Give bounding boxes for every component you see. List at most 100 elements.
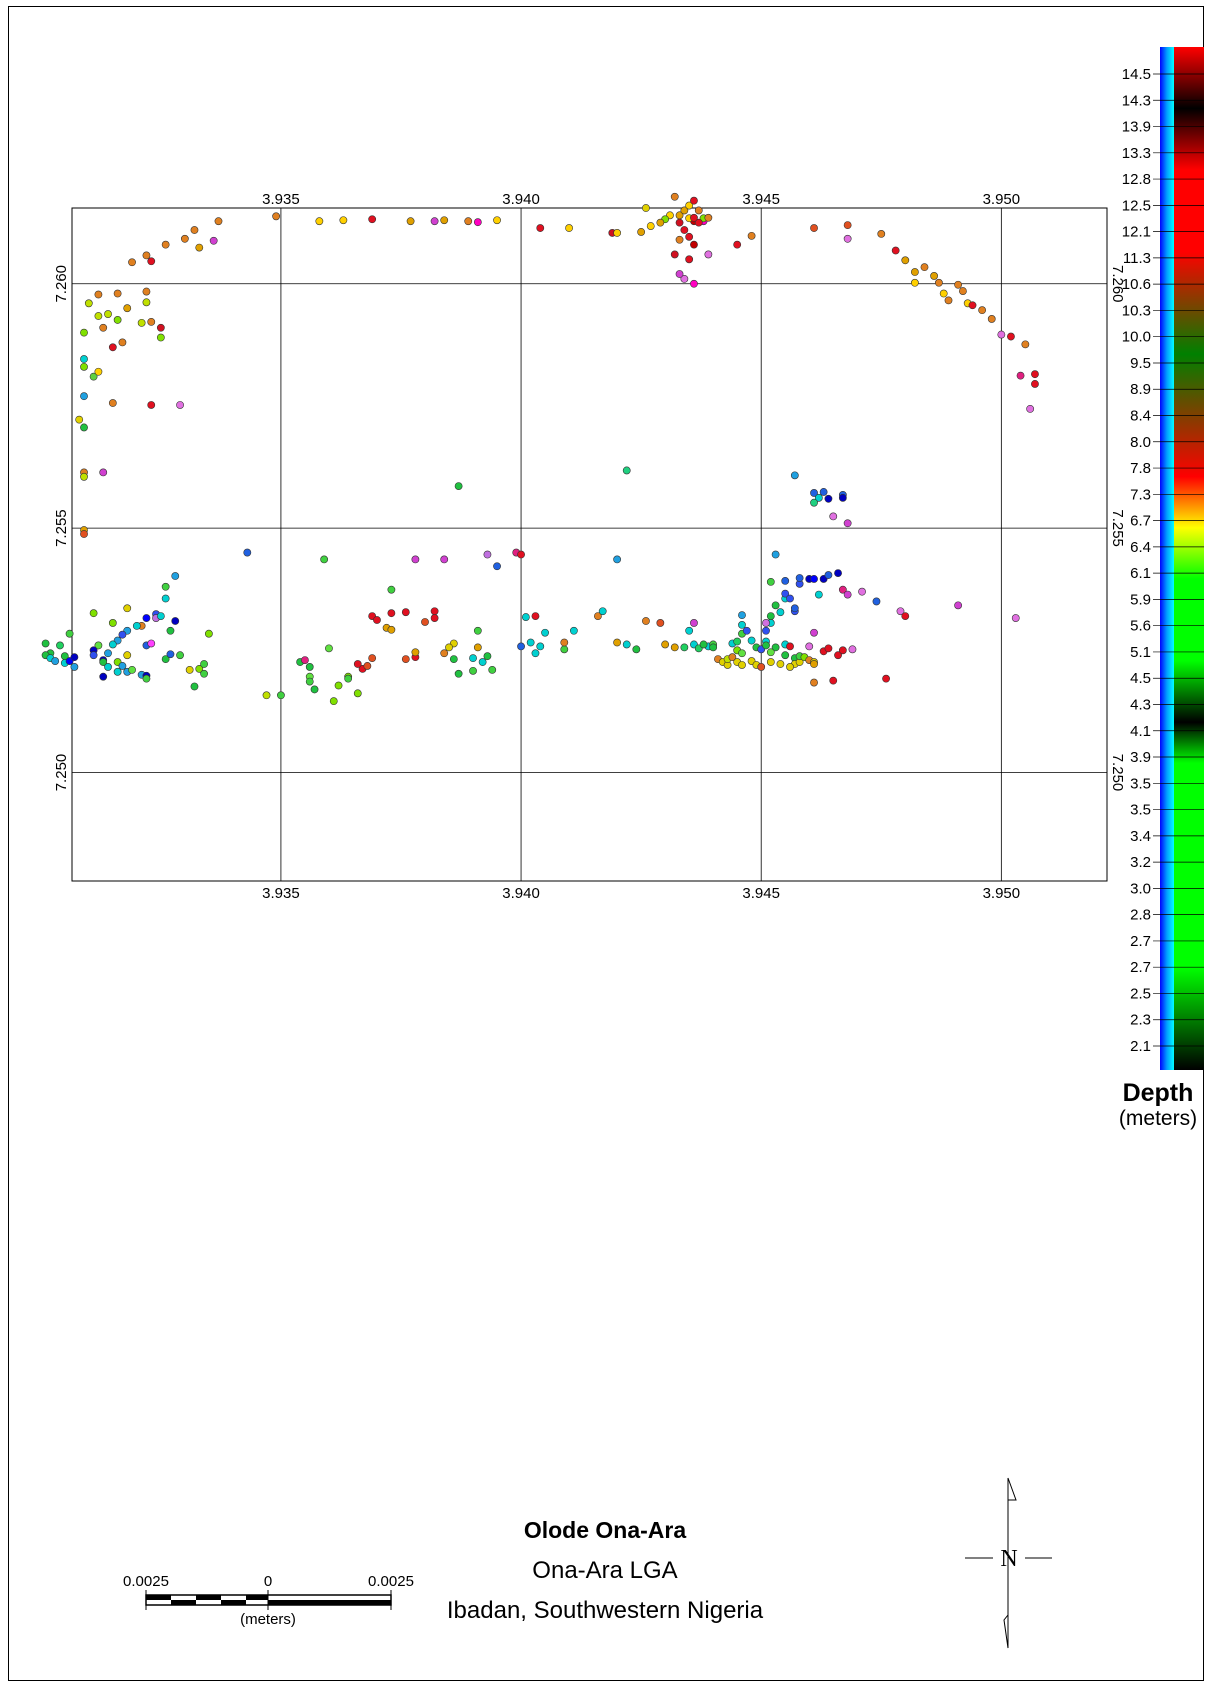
depth-point <box>824 644 833 653</box>
y-tick-label-left: 7.250 <box>53 754 70 792</box>
depth-point <box>613 638 622 647</box>
graticule <box>72 208 1107 881</box>
depth-point <box>137 318 146 327</box>
depth-point <box>954 280 963 289</box>
legend-label: 13.3 <box>1122 145 1151 162</box>
depth-point <box>670 643 679 652</box>
depth-point <box>488 665 497 674</box>
depth-point <box>56 641 64 650</box>
depth-point <box>656 218 665 227</box>
depth-point <box>195 243 204 252</box>
depth-point <box>80 355 88 363</box>
depth-point <box>147 639 156 648</box>
depth-point <box>728 653 737 662</box>
depth-point <box>305 663 314 671</box>
legend-label: 8.9 <box>1130 381 1151 398</box>
legend-label: 11.3 <box>1123 250 1151 267</box>
map-subtitle: Ona-Ara LGA <box>532 1557 677 1584</box>
depth-point <box>843 234 852 243</box>
map-plot-area: 3.935 3.935 3.940 3.940 3.945 3.945 3.950 3.950… <box>41 191 1126 902</box>
legend-label: 3.0 <box>1130 880 1151 897</box>
scale-segment <box>221 1600 246 1605</box>
depth-point <box>646 222 655 230</box>
depth-point <box>464 217 473 226</box>
depth-point <box>176 401 184 409</box>
depth-point <box>1026 404 1035 413</box>
depth-point <box>108 640 117 649</box>
depth-point <box>541 628 549 637</box>
depth-points <box>41 192 1039 706</box>
depth-point <box>411 648 420 657</box>
depth-point <box>368 215 377 224</box>
depth-point <box>733 240 742 249</box>
depth-point <box>810 628 818 637</box>
depth-point <box>108 343 117 352</box>
depth-point <box>401 608 410 617</box>
depth-point <box>843 519 852 528</box>
depth-point <box>180 234 189 243</box>
depth-point <box>675 270 684 278</box>
depth-point <box>329 697 338 706</box>
depth-point <box>848 645 857 654</box>
depth-point <box>997 330 1006 339</box>
legend-label: 14.3 <box>1122 92 1151 109</box>
x-tick-label-top: 3.940 <box>502 191 540 208</box>
depth-point <box>483 550 492 559</box>
x-tick-label-bottom: 3.940 <box>502 885 540 902</box>
scale-bar: 0.0025 0 0.0025 (meters) <box>123 1573 414 1628</box>
depth-point <box>685 626 694 635</box>
depth-point <box>810 489 818 497</box>
depth-point <box>670 250 679 259</box>
depth-point <box>834 651 842 660</box>
depth-point <box>94 290 103 299</box>
depth-point <box>440 555 449 564</box>
depth-point <box>790 604 799 613</box>
legend-label: 5.9 <box>1130 591 1151 608</box>
depth-point <box>104 649 112 658</box>
depth-point <box>959 287 967 295</box>
y-tick-label-right: 7.260 <box>1109 265 1126 303</box>
depth-point <box>690 213 698 222</box>
depth-point <box>469 666 477 675</box>
legend-label: 3.4 <box>1130 828 1151 845</box>
depth-point <box>344 674 353 683</box>
depth-point <box>70 653 79 662</box>
depth-point <box>613 229 622 237</box>
x-tick-label-bottom: 3.945 <box>742 885 780 902</box>
depth-point <box>1007 332 1015 341</box>
depth-point <box>493 216 501 225</box>
depth-point <box>262 691 271 700</box>
depth-point <box>104 663 112 671</box>
depth-point <box>560 645 569 654</box>
legend-label: 5.6 <box>1130 618 1151 635</box>
depth-point <box>166 626 175 635</box>
scale-segment <box>146 1595 171 1600</box>
depth-point <box>781 589 790 598</box>
depth-point <box>694 206 703 215</box>
depth-point <box>944 296 953 305</box>
depth-point <box>214 217 223 226</box>
depth-point <box>142 251 151 260</box>
depth-point <box>493 562 501 571</box>
depth-point <box>123 604 132 613</box>
depth-point <box>920 263 929 272</box>
depth-point <box>204 629 213 638</box>
y-tick-label-left: 7.260 <box>53 265 70 303</box>
depth-point <box>368 654 377 663</box>
depth-point <box>680 206 689 215</box>
legend-label: 8.0 <box>1130 434 1151 451</box>
depth-point <box>156 612 165 621</box>
depth-point <box>536 642 545 651</box>
depth-point <box>670 192 679 201</box>
depth-point <box>824 571 833 579</box>
depth-point <box>680 274 689 283</box>
depth-point <box>824 494 833 503</box>
legend-label: 2.7 <box>1130 933 1151 950</box>
depth-point <box>704 250 713 259</box>
depth-point <box>142 614 151 622</box>
scale-segment <box>196 1595 221 1600</box>
depth-point <box>978 306 987 315</box>
legend-label: 2.8 <box>1130 907 1151 924</box>
depth-point <box>334 681 343 690</box>
